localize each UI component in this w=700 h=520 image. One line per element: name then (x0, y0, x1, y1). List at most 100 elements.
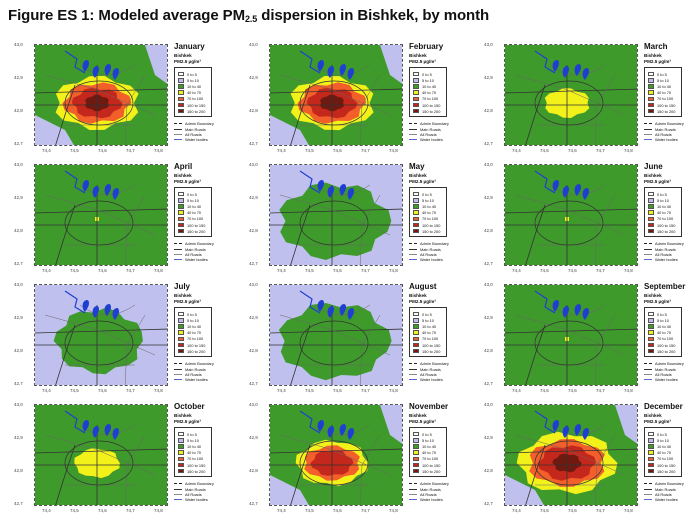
road (514, 434, 626, 476)
legend-line-row: Main Roads (409, 247, 467, 252)
water-body (582, 68, 589, 80)
x-tick-label: 74,5 (540, 508, 549, 513)
road (594, 314, 616, 385)
legend-line-row: Admin Boundary (409, 361, 467, 366)
legend-swatch (648, 438, 654, 443)
legend-class-label: 100 to 150 (657, 342, 676, 348)
map-background (35, 165, 167, 265)
map-canvas (270, 45, 402, 145)
legend-class-label: 0 to 5 (187, 311, 197, 317)
legend-class-row: 10 to 40 (178, 323, 208, 329)
legend-class-row: 5 to 10 (413, 77, 443, 83)
x-tick-label: 74,5 (305, 388, 314, 393)
legend-class-label: 10 to 40 (657, 83, 672, 89)
legend-swatch (413, 468, 419, 474)
legend-line-row: All Roads (409, 372, 467, 377)
month-label: September (644, 282, 686, 291)
unit-label: PM2.5 µg/m³ (174, 178, 201, 184)
legend-class-row: 100 to 150 (648, 462, 678, 468)
pm25-dispersion-map (34, 164, 168, 266)
main-road (35, 88, 167, 94)
x-tick-label: 74,4 (42, 388, 51, 393)
pm25-zone-5-10 (505, 475, 544, 505)
legend-line-label: All Roads (420, 491, 437, 497)
legend-class-label: 40 to 70 (422, 450, 437, 456)
main-road (525, 444, 546, 505)
unit-label: PM2.5 µg/m³ (409, 178, 436, 184)
y-tick-label: 42,7 (14, 381, 23, 386)
legend-class-label: 150 to 200 (187, 108, 206, 114)
legend-class-label: 0 to 5 (657, 71, 667, 77)
legend-line-label: Water bodies (655, 496, 678, 502)
x-tick-label: 74,7 (596, 268, 605, 273)
legend-class-row: 5 to 10 (178, 197, 208, 203)
pm25-dispersion-map (504, 44, 638, 146)
main-road (35, 448, 167, 454)
legend-swatch (648, 198, 654, 203)
map-panel-august: 43,0 42,9 42,8 42,7 74,4 74,5 74,6 74,7 74,8 Augu… (239, 278, 467, 396)
x-tick-label: 74,5 (305, 268, 314, 273)
legend-swatch (648, 210, 654, 215)
legend-line-row: All Roads (409, 252, 467, 257)
legend-swatch (413, 191, 419, 197)
legend-line-row: All Roads (174, 252, 232, 257)
legend-line-row: Admin Boundary (644, 361, 700, 366)
legend-swatch (178, 191, 184, 197)
map-panel-november: 43,0 42,9 42,8 42,7 74,4 74,5 74,6 74,7 74,8 Nove… (239, 398, 467, 516)
y-tick-label: 43,0 (249, 162, 258, 167)
legend-class-label: 100 to 150 (187, 342, 206, 348)
x-tick-label: 74,5 (70, 268, 79, 273)
y-tick-label: 42,9 (249, 315, 258, 320)
river (64, 50, 86, 74)
water-body (552, 300, 559, 312)
main-road (35, 328, 167, 334)
water-body (92, 306, 99, 318)
y-tick-label: 42,7 (14, 261, 23, 266)
month-label: January (174, 42, 205, 51)
city-label: Bishkek (174, 293, 192, 298)
y-tick-label: 43,0 (249, 282, 258, 287)
legend-swatch (413, 348, 419, 354)
legend-swatch (413, 438, 419, 443)
pm25-zone-5-10 (270, 475, 309, 505)
legend-class-label: 70 to 100 (187, 96, 204, 102)
legend-class-row: 10 to 40 (413, 323, 443, 329)
legend-class-label: 5 to 10 (657, 317, 669, 323)
x-tick-label: 74,6 (333, 388, 342, 393)
legend-line-symbol (644, 248, 652, 250)
city-label: Bishkek (174, 173, 192, 178)
legend-class-row: 40 to 70 (648, 450, 678, 456)
legend-class-label: 70 to 100 (657, 456, 674, 462)
legend-class-label: 0 to 5 (422, 71, 432, 77)
legend-class-label: 0 to 5 (422, 311, 432, 317)
water-body (82, 180, 89, 192)
legend-line-row: Water bodies (409, 377, 467, 382)
legend-line-row: Main Roads (644, 127, 700, 132)
y-tick-label: 42,9 (14, 75, 23, 80)
pm25-zone-5-10 (380, 405, 402, 444)
legend-class-row: 5 to 10 (648, 317, 678, 323)
y-tick-label: 42,9 (484, 315, 493, 320)
x-tick-label: 74,4 (512, 268, 521, 273)
legend-class-label: 10 to 40 (657, 323, 672, 329)
legend-class-label: 5 to 10 (187, 437, 199, 443)
legend-line-row: Main Roads (644, 487, 700, 492)
water-body (574, 64, 581, 76)
road (359, 314, 381, 385)
road (279, 434, 391, 476)
legend-class-label: 70 to 100 (657, 216, 674, 222)
y-tick-label: 42,9 (14, 195, 23, 200)
legend-class-label: 10 to 40 (657, 443, 672, 449)
legend-class-label: 0 to 5 (422, 191, 432, 197)
ring-road (299, 440, 369, 486)
road (279, 194, 391, 236)
ring-road (534, 80, 604, 126)
legend-class-row: 10 to 40 (413, 203, 443, 209)
legend-class-row: 10 to 40 (648, 443, 678, 449)
city-label: Bishkek (644, 413, 662, 418)
x-tick-label: 74,4 (42, 268, 51, 273)
y-tick-label: 42,9 (484, 75, 493, 80)
legend-class-label: 10 to 40 (187, 203, 202, 209)
